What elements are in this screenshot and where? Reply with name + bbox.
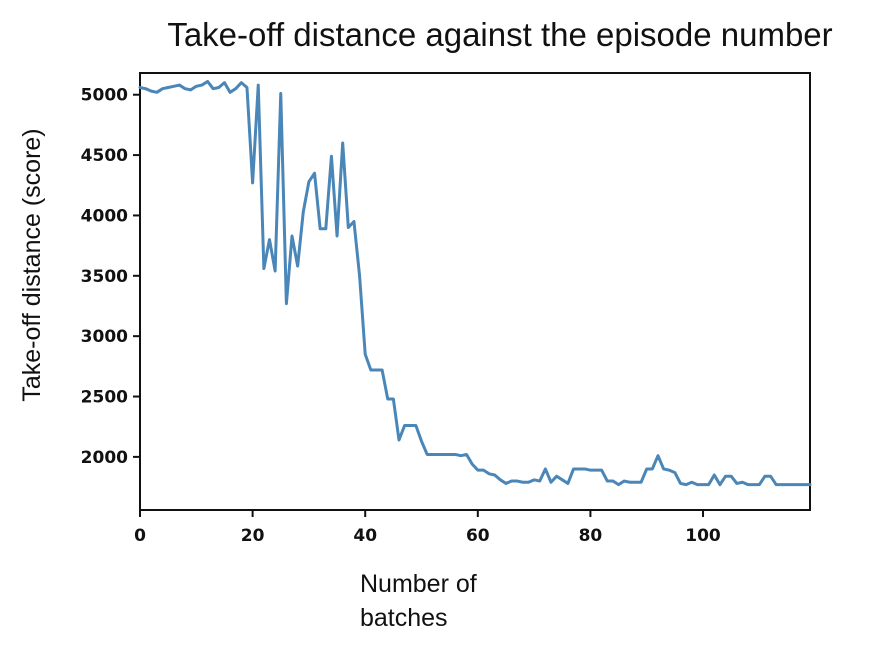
chart-title: Take-off distance against the episode nu…	[167, 16, 832, 53]
y-axis: 2000 2500 3000 3500 4000 4500 5000	[81, 86, 140, 468]
y-tick-label: 2500	[81, 388, 128, 408]
y-axis-label: Take-off distance (score)	[18, 128, 46, 401]
x-axis-label-line-1: Number of	[360, 570, 477, 598]
x-tick-label: 100	[685, 526, 721, 546]
series-layer	[138, 79, 812, 487]
x-tick-label: 80	[579, 526, 603, 546]
y-tick-label: 4000	[81, 206, 128, 226]
x-tick-label: 40	[353, 526, 377, 546]
y-tick-label: 2000	[81, 448, 128, 468]
x-axis-label-line-2: batches	[360, 604, 448, 632]
x-tick-label: 20	[241, 526, 265, 546]
plot-area	[138, 72, 812, 511]
series-line	[138, 79, 812, 487]
y-tick-label: 4500	[81, 146, 128, 166]
y-tick-label: 3500	[81, 267, 128, 287]
plot-frame	[139, 72, 811, 511]
x-tick-label: 60	[466, 526, 490, 546]
x-tick-label: 0	[134, 526, 146, 546]
x-axis: 0 20 40 60 80 100	[134, 510, 721, 546]
y-tick-label: 5000	[81, 86, 128, 106]
y-tick-label: 3000	[81, 327, 128, 347]
